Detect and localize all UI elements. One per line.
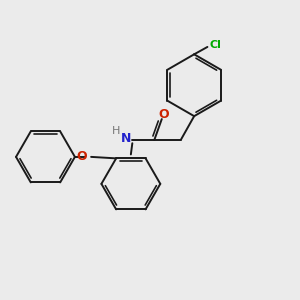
Text: H: H [112, 126, 120, 136]
Text: Cl: Cl [209, 40, 221, 50]
Text: N: N [121, 132, 131, 145]
Text: O: O [76, 150, 87, 163]
Text: O: O [158, 108, 169, 121]
